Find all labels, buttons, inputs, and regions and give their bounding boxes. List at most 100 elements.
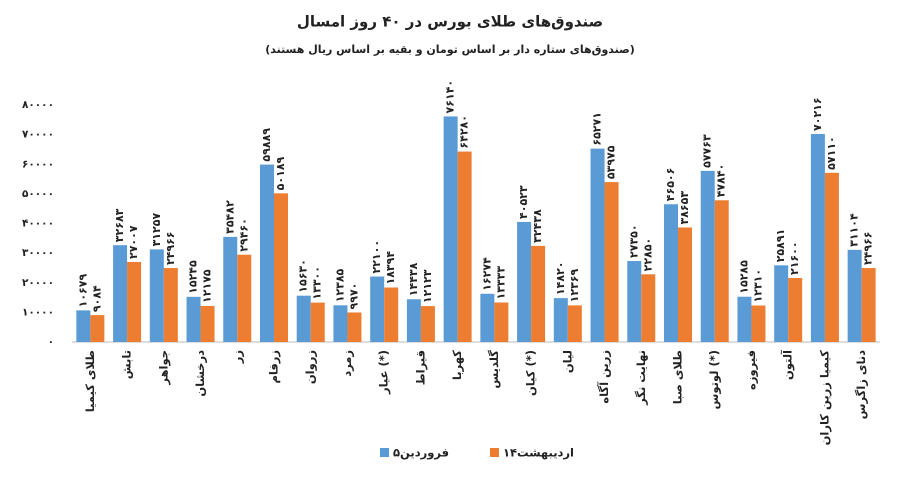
bar (590, 148, 605, 342)
bar (737, 296, 752, 342)
bar (774, 265, 789, 342)
x-tick-label: تابش (120, 350, 134, 379)
legend-swatch (490, 448, 499, 457)
data-label: ۱۲۱۷۵ (201, 269, 214, 303)
x-tick-label: زرفام (267, 350, 281, 384)
data-label: ۲۴۹۶۶ (164, 231, 177, 265)
y-tick-label: ۴۰۰۰۰ (22, 218, 54, 230)
data-label: ۳۸۶۵۳ (678, 191, 691, 225)
x-tick-label: زمرد (340, 350, 354, 377)
data-label: ۷۶۱۴۰ (444, 80, 457, 114)
data-label: ۳۱۲۵۷ (150, 213, 163, 247)
x-tick-label: طلای کیمیا (83, 350, 97, 412)
bar (751, 305, 766, 342)
bar (810, 133, 825, 342)
data-label: ۲۱۶۰۰ (788, 241, 801, 275)
bar (604, 182, 619, 342)
bar (700, 170, 715, 342)
x-tick-label: طلای صبا (671, 350, 685, 404)
data-label: ۹۰۸۴ (90, 285, 103, 312)
data-label: ۲۷۳۵۰ (627, 224, 640, 258)
data-label: ۲۲۱۰۰ (370, 240, 383, 274)
bar (347, 312, 362, 342)
x-tick-label: زروان (303, 350, 318, 384)
x-tick-label: درخشان (193, 350, 207, 397)
y-tick-label: ۷۰۰۰۰ (22, 129, 54, 141)
data-label: ۵۷۷۶۳ (701, 134, 714, 168)
chart-title: صندوق‌های طلای بورس در ۴۰ روز امسال (297, 13, 603, 31)
bar (384, 287, 399, 342)
x-tick-label: عیار (*) (377, 350, 391, 395)
bar (861, 268, 876, 342)
bar (223, 236, 238, 342)
data-label: ۴۰۵۲۳ (517, 185, 530, 219)
bar (310, 302, 325, 342)
data-label: ۲۹۴۶۰ (237, 218, 250, 252)
legend-label: ۱۴اردیبهشت (503, 446, 574, 460)
data-label: ۲۷۰۰۷ (127, 225, 140, 259)
x-tick-label: قیراط (413, 350, 427, 385)
data-label: ۳۵۴۸۲ (223, 200, 236, 234)
x-tick-label: کهربا (450, 350, 464, 380)
x-tick-label: آلتون (781, 349, 796, 380)
bar (113, 245, 128, 342)
data-label: ۱۴۴۳۸ (407, 262, 420, 296)
bar (457, 151, 472, 342)
data-label: ۱۲۳۱۰ (751, 269, 764, 303)
bar (494, 302, 509, 342)
x-tick-label: زرین آگاه (597, 350, 611, 404)
data-label: ۵۹۸۸۹ (260, 128, 273, 162)
data-label: ۱۲۳۸۵ (333, 268, 346, 302)
x-tick-label: لیان (560, 350, 574, 373)
bar (678, 227, 692, 342)
bar (163, 268, 178, 342)
bar (420, 306, 435, 342)
data-label: ۱۸۳۹۴ (384, 251, 397, 285)
data-label: ۱۰۶۷۹ (76, 274, 89, 308)
legend-swatch (380, 448, 389, 457)
bar (237, 254, 252, 342)
data-label: ۵۰۱۸۹ (274, 156, 287, 190)
bar (531, 245, 546, 342)
data-label: ۱۲۳۶۹ (568, 269, 581, 303)
data-label: ۱۳۳۳۳ (494, 266, 507, 300)
bar (714, 200, 729, 342)
x-tick-label: زر (230, 350, 244, 364)
bar (260, 164, 274, 342)
data-label: ۲۴۹۶۶ (862, 231, 875, 265)
x-tick-label: فیروزه (744, 350, 759, 390)
x-tick-label: کیمیا زرین کاران (817, 350, 831, 446)
x-tick-label: گلدیس (487, 350, 501, 389)
bar (567, 305, 582, 342)
bar (296, 295, 311, 342)
y-tick-label: ۰ (48, 336, 54, 348)
data-label: ۱۵۲۸۵ (737, 260, 750, 294)
x-tick-label: دنای زاگرس (854, 350, 868, 419)
data-label: ۷۰۲۱۶ (811, 97, 824, 131)
y-tick-label: ۳۰۰۰۰ (22, 247, 54, 259)
data-label: ۱۴۸۲۰ (554, 262, 567, 296)
data-label: ۶۴۲۸۰ (458, 115, 471, 149)
data-label: ۹۹۷۰ (347, 283, 360, 310)
bar (847, 249, 862, 342)
data-label: ۵۷۱۱۰ (825, 136, 838, 170)
bar (127, 261, 142, 342)
bar (788, 278, 803, 342)
data-label: ۳۲۶۸۳ (113, 208, 126, 242)
bar (274, 193, 288, 342)
bar (443, 116, 458, 343)
data-label: ۴۶۵۰۶ (664, 168, 677, 202)
bar (824, 172, 839, 342)
data-label: ۵۳۹۷۵ (605, 145, 618, 179)
y-tick-label: ۸۰۰۰۰ (22, 99, 54, 111)
data-label: ۲۵۸۹۱ (774, 229, 787, 263)
chart-subtitle: (صندوق‌های ستاره دار بر اساس تومان و بقی… (265, 43, 635, 56)
x-tick-label: جواهر (156, 350, 171, 386)
x-tick-label: لوتوس (*) (707, 350, 722, 409)
x-tick-label: نهایت نگر (634, 350, 648, 406)
data-label: ۴۷۸۴۰ (715, 164, 728, 198)
y-tick-label: ۶۰۰۰۰ (22, 158, 54, 170)
bar (627, 260, 642, 342)
bar (480, 293, 495, 342)
